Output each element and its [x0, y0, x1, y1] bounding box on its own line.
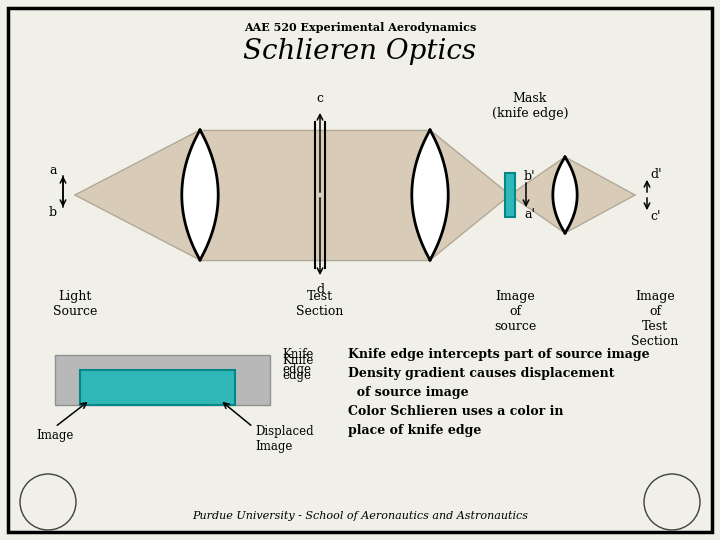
Text: Knife
edge: Knife edge — [282, 354, 313, 382]
Text: Color Schlieren uses a color in: Color Schlieren uses a color in — [348, 405, 564, 418]
Polygon shape — [75, 130, 200, 260]
Text: a': a' — [524, 207, 535, 220]
Text: Schlieren Optics: Schlieren Optics — [243, 38, 477, 65]
Text: Light
Source: Light Source — [53, 290, 97, 318]
Text: c: c — [317, 92, 323, 105]
Bar — [80, 370, 235, 405]
Text: Knife
edge: Knife edge — [282, 348, 313, 376]
Text: b: b — [49, 206, 57, 219]
Bar — [505, 173, 515, 217]
Text: AAE 520 Experimental Aerodynamics: AAE 520 Experimental Aerodynamics — [244, 22, 476, 33]
Text: Purdue University - School of Aeronautics and Astronautics: Purdue University - School of Aeronautic… — [192, 511, 528, 521]
Text: d': d' — [650, 167, 662, 180]
Polygon shape — [565, 157, 635, 233]
Text: place of knife edge: place of knife edge — [348, 424, 482, 437]
Text: of source image: of source image — [348, 386, 469, 399]
Text: Image
of
source: Image of source — [494, 290, 536, 333]
Text: Image: Image — [36, 429, 73, 442]
Text: c': c' — [650, 210, 660, 222]
Polygon shape — [182, 130, 218, 260]
Text: Mask
(knife edge): Mask (knife edge) — [492, 92, 568, 120]
Text: d: d — [316, 283, 324, 296]
Polygon shape — [553, 157, 577, 233]
Polygon shape — [200, 130, 430, 260]
Text: a: a — [49, 165, 57, 178]
Text: Test
Section: Test Section — [297, 290, 343, 318]
Text: Displaced
Image: Displaced Image — [255, 425, 314, 453]
Bar — [55, 355, 270, 405]
Text: b': b' — [524, 170, 536, 183]
Polygon shape — [412, 130, 448, 260]
Text: Knife edge intercepts part of source image: Knife edge intercepts part of source ima… — [348, 348, 649, 361]
Text: Image
of
Test
Section: Image of Test Section — [631, 290, 679, 348]
Text: Density gradient causes displacement: Density gradient causes displacement — [348, 367, 614, 380]
Polygon shape — [430, 130, 510, 260]
Polygon shape — [510, 157, 565, 233]
